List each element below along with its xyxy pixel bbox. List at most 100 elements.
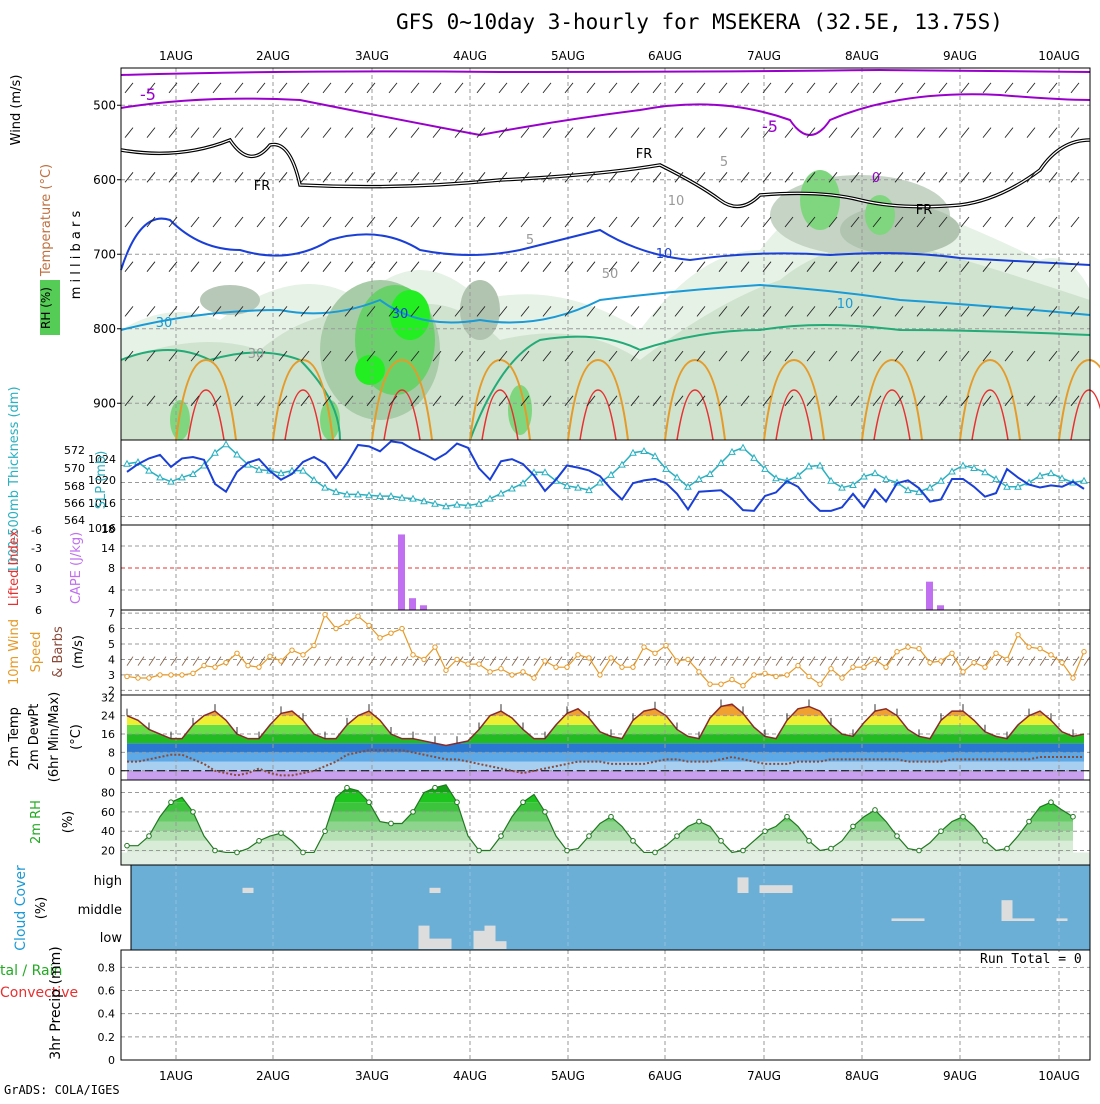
ylabel-precip: 3hr Precip (mm) bbox=[48, 946, 64, 1059]
temp-contour-25 bbox=[873, 389, 911, 441]
thickness-point bbox=[332, 487, 340, 495]
ylabel-cloud-units: (%) bbox=[34, 897, 49, 920]
wind-barb bbox=[190, 350, 200, 362]
thickness-point bbox=[761, 464, 769, 472]
wind-barb bbox=[410, 261, 420, 272]
wind-barb bbox=[388, 306, 398, 317]
wind-barb bbox=[740, 306, 750, 317]
wind-speed-point bbox=[586, 655, 592, 661]
day-label-bottom: 10AUG bbox=[1038, 1069, 1080, 1083]
wind-barb bbox=[432, 350, 442, 362]
wind-speed-point bbox=[355, 613, 361, 619]
rh-point bbox=[894, 833, 900, 839]
cloud-bar-high bbox=[781, 885, 793, 893]
wind-barb bbox=[740, 261, 750, 272]
thickness-point bbox=[1047, 469, 1055, 477]
thickness-point bbox=[629, 448, 637, 456]
day-label-top: 10AUG bbox=[1038, 49, 1080, 63]
temp-contour-20 bbox=[664, 358, 726, 441]
temp-contour-25 bbox=[971, 389, 1009, 441]
wind-barb bbox=[564, 306, 574, 317]
day-label-bottom: 6AUG bbox=[648, 1069, 682, 1083]
thickness-point bbox=[211, 448, 219, 456]
wind-barb bbox=[1070, 127, 1080, 138]
wind-barb bbox=[643, 656, 651, 666]
wind-barb bbox=[731, 656, 739, 666]
rh-point bbox=[740, 847, 746, 854]
wind-barb bbox=[432, 261, 442, 272]
contour-label: 10 bbox=[837, 297, 854, 312]
rh-point bbox=[366, 799, 372, 806]
wind-barb bbox=[982, 127, 992, 138]
wind-barb bbox=[522, 656, 530, 666]
wind-barb bbox=[542, 127, 552, 138]
wind-barb bbox=[1048, 216, 1058, 228]
wind-barb bbox=[476, 261, 486, 272]
wind-barb bbox=[366, 127, 376, 138]
ylabel-rh: RH (%) bbox=[39, 287, 53, 329]
temp-contour-20 bbox=[1058, 358, 1100, 441]
wind-barb bbox=[586, 216, 596, 228]
wind-barb bbox=[344, 216, 354, 228]
rh-point bbox=[696, 818, 702, 825]
wind-speed-point bbox=[751, 672, 757, 678]
wind-barb bbox=[212, 261, 222, 272]
wind-barb bbox=[555, 656, 563, 666]
wind-barb bbox=[280, 656, 288, 666]
wind-barb bbox=[146, 82, 156, 94]
rh-point bbox=[762, 828, 768, 834]
temp-contour-20 bbox=[763, 358, 825, 441]
temp-contour-20 bbox=[272, 358, 334, 441]
wind-barb bbox=[674, 82, 684, 94]
contour-label: -5 bbox=[140, 85, 156, 104]
wind-barb bbox=[542, 306, 552, 317]
wind-barb bbox=[335, 656, 343, 666]
temp-contour-20 bbox=[567, 358, 629, 441]
wind-barb bbox=[918, 656, 926, 666]
wind-barb bbox=[168, 261, 178, 272]
rh-shade-90 bbox=[508, 385, 532, 435]
cloud-bar-low bbox=[484, 925, 496, 949]
wind-barb bbox=[608, 306, 618, 317]
wind-barb bbox=[423, 656, 431, 666]
wind-speed-point bbox=[927, 659, 933, 666]
contour-label: 50 bbox=[602, 267, 619, 282]
wind-barb bbox=[652, 350, 662, 362]
thickness-point bbox=[343, 490, 351, 498]
day-label-top: 9AUG bbox=[943, 49, 977, 63]
wind-speed-point bbox=[685, 656, 691, 663]
thickness-point bbox=[915, 487, 923, 495]
wind-speed-point bbox=[1037, 645, 1043, 652]
wind-barb bbox=[740, 350, 750, 362]
wind-barb bbox=[588, 656, 596, 666]
wind-speed-point bbox=[1048, 652, 1054, 658]
wind-barb bbox=[498, 172, 508, 183]
cloud-bar-middle bbox=[902, 918, 914, 921]
wind-barb bbox=[850, 395, 860, 407]
wind-speed-point bbox=[311, 642, 317, 649]
li-tick: 0 bbox=[35, 562, 42, 575]
wind-barb bbox=[498, 395, 508, 407]
wind-barb bbox=[806, 82, 816, 94]
wind-barb bbox=[894, 216, 904, 228]
wind-barb bbox=[830, 656, 838, 666]
freezing-level-inner bbox=[120, 139, 1091, 208]
wind-barb bbox=[454, 172, 464, 183]
wind-barb bbox=[630, 82, 640, 94]
wind-barb bbox=[951, 656, 959, 666]
wind-speed-point bbox=[740, 683, 746, 689]
cloud-panel: high middle low bbox=[78, 864, 1091, 951]
day-label-top: 3AUG bbox=[355, 49, 389, 63]
wind-speed-point bbox=[971, 659, 977, 666]
wind-barb bbox=[190, 172, 200, 183]
thickness-point bbox=[684, 482, 692, 490]
wind-barb bbox=[696, 172, 706, 183]
wind-speed-point bbox=[861, 664, 867, 670]
wind-barb bbox=[454, 261, 464, 272]
thickness-point bbox=[497, 489, 505, 497]
wind-barb bbox=[850, 261, 860, 272]
wind-barb bbox=[498, 127, 508, 138]
wind-barb bbox=[982, 216, 992, 228]
wind-barb bbox=[520, 350, 530, 362]
wind-barb bbox=[542, 172, 552, 183]
